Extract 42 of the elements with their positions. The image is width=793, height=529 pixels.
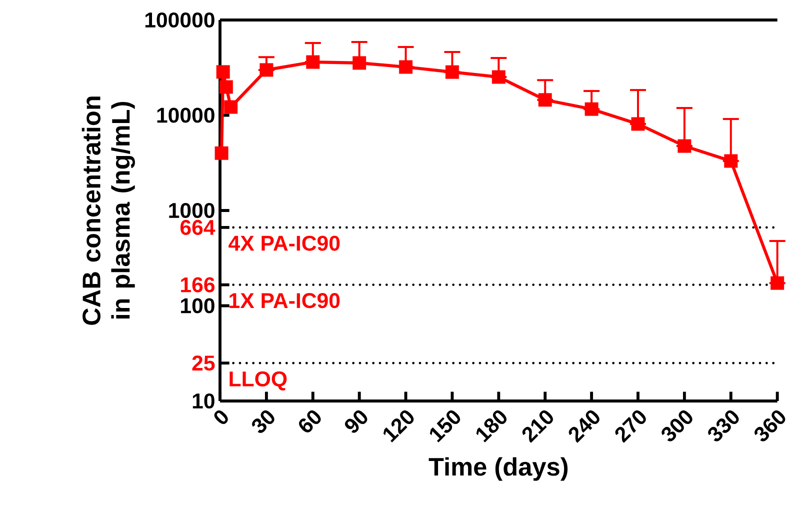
x-tick-label: 360 [754,410,786,442]
x-tick-label: 30 [252,410,274,433]
x-tick-label: 180 [476,410,507,442]
y-axis-title: CAB concentration in plasma (ng/mL) [82,96,135,325]
y-tick-label: 100000 [145,12,214,28]
point [724,154,738,168]
point [216,65,230,79]
y-tick-label: 25 [192,356,215,371]
x-tick-label: 150 [430,410,460,442]
y-tick-label: 10000 [157,108,214,123]
y-tick-label: 1000 [169,202,214,218]
point [445,65,459,79]
point [224,100,238,114]
x-tick-label: 90 [344,410,368,433]
point [214,146,228,160]
point [352,56,366,70]
x-tick-label: 330 [708,410,739,442]
x-tick-label: 0 [214,410,228,424]
y-tick-label: 100 [181,298,214,314]
x-tick-label: 120 [383,410,414,442]
point [770,276,784,290]
point [306,55,320,69]
y-tick-label: 10 [192,393,214,409]
point [584,102,598,116]
point [678,139,692,153]
point [492,70,506,84]
y-tick-label: 664 [180,220,216,235]
ref-line-label: 1X PA-IC90 [230,293,340,308]
point [538,93,552,107]
point [260,63,274,77]
x-tick-label: 240 [568,410,600,443]
x-tick-label: 270 [615,410,646,443]
point [219,80,233,94]
ref-line-label: 4X PA-IC90 [228,236,340,251]
ref-line-label: LLOQ [230,371,287,390]
y-tick-label: 166 [181,277,214,292]
x-tick-label: 300 [662,410,692,442]
point [399,60,413,74]
point [631,117,645,131]
x-tick-label: 60 [299,410,321,432]
x-axis-title: Time (days) [428,457,568,481]
x-tick-label: 210 [522,410,553,443]
